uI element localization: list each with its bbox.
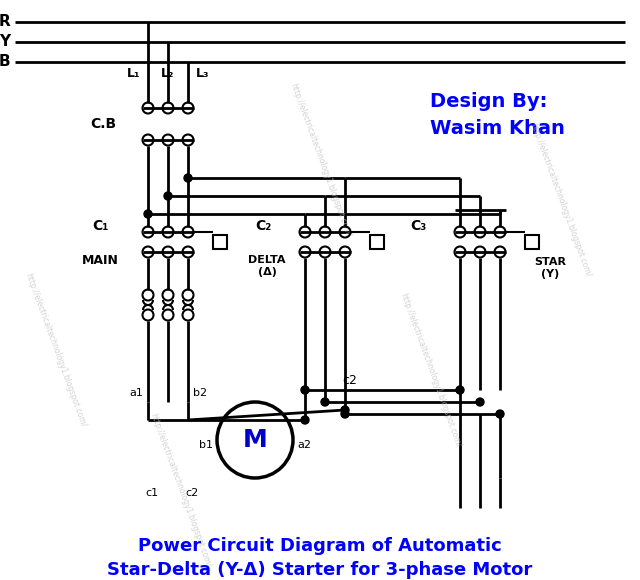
Text: C₁: C₁ [92,219,108,233]
Text: b2: b2 [193,388,207,398]
Circle shape [496,410,504,418]
Text: c1: c1 [145,488,159,498]
Text: M: M [243,428,268,452]
Text: a2: a2 [297,440,311,450]
Text: C₃: C₃ [410,219,426,233]
Circle shape [184,174,192,182]
FancyBboxPatch shape [525,235,539,249]
Text: L₃: L₃ [196,67,209,80]
Circle shape [456,386,464,394]
Text: STAR
(Y): STAR (Y) [534,257,566,279]
Circle shape [341,406,349,414]
Text: DELTA
(Δ): DELTA (Δ) [248,255,285,277]
Text: B: B [0,55,10,70]
Text: C.B: C.B [90,117,116,131]
Text: R: R [0,14,10,30]
Text: Y: Y [0,34,10,49]
Text: Design By:
Wasim Khan: Design By: Wasim Khan [430,92,565,138]
Text: c2: c2 [186,488,198,498]
Text: Power Circuit Diagram of Automatic
Star-Delta (Y-Δ) Starter for 3-phase Motor: Power Circuit Diagram of Automatic Star-… [108,537,532,579]
Text: c2: c2 [342,374,357,386]
Text: http://electricaltechnology1.blogspot.com/: http://electricaltechnology1.blogspot.co… [528,122,592,278]
Circle shape [144,210,152,218]
Circle shape [341,410,349,418]
Text: b1: b1 [199,440,213,450]
Circle shape [164,192,172,200]
Circle shape [476,398,484,406]
Text: http://electricaltechnology1.blogspot.com/: http://electricaltechnology1.blogspot.co… [398,292,462,448]
Text: http://electricaltechnology1.blogspot.com/: http://electricaltechnology1.blogspot.co… [148,412,212,568]
FancyBboxPatch shape [370,235,384,249]
Text: L₁: L₁ [127,67,140,80]
Text: http://electricaltechnology1.blogspot.com/: http://electricaltechnology1.blogspot.co… [288,82,352,238]
Circle shape [321,398,329,406]
Text: L₂: L₂ [161,67,175,80]
Text: C₂: C₂ [255,219,271,233]
Text: MAIN: MAIN [81,253,118,266]
Circle shape [301,386,309,394]
Text: http://electricaltechnology1.blogspot.com/: http://electricaltechnology1.blogspot.co… [23,272,87,428]
FancyBboxPatch shape [213,235,227,249]
Circle shape [301,416,309,424]
Text: a1: a1 [129,388,143,398]
